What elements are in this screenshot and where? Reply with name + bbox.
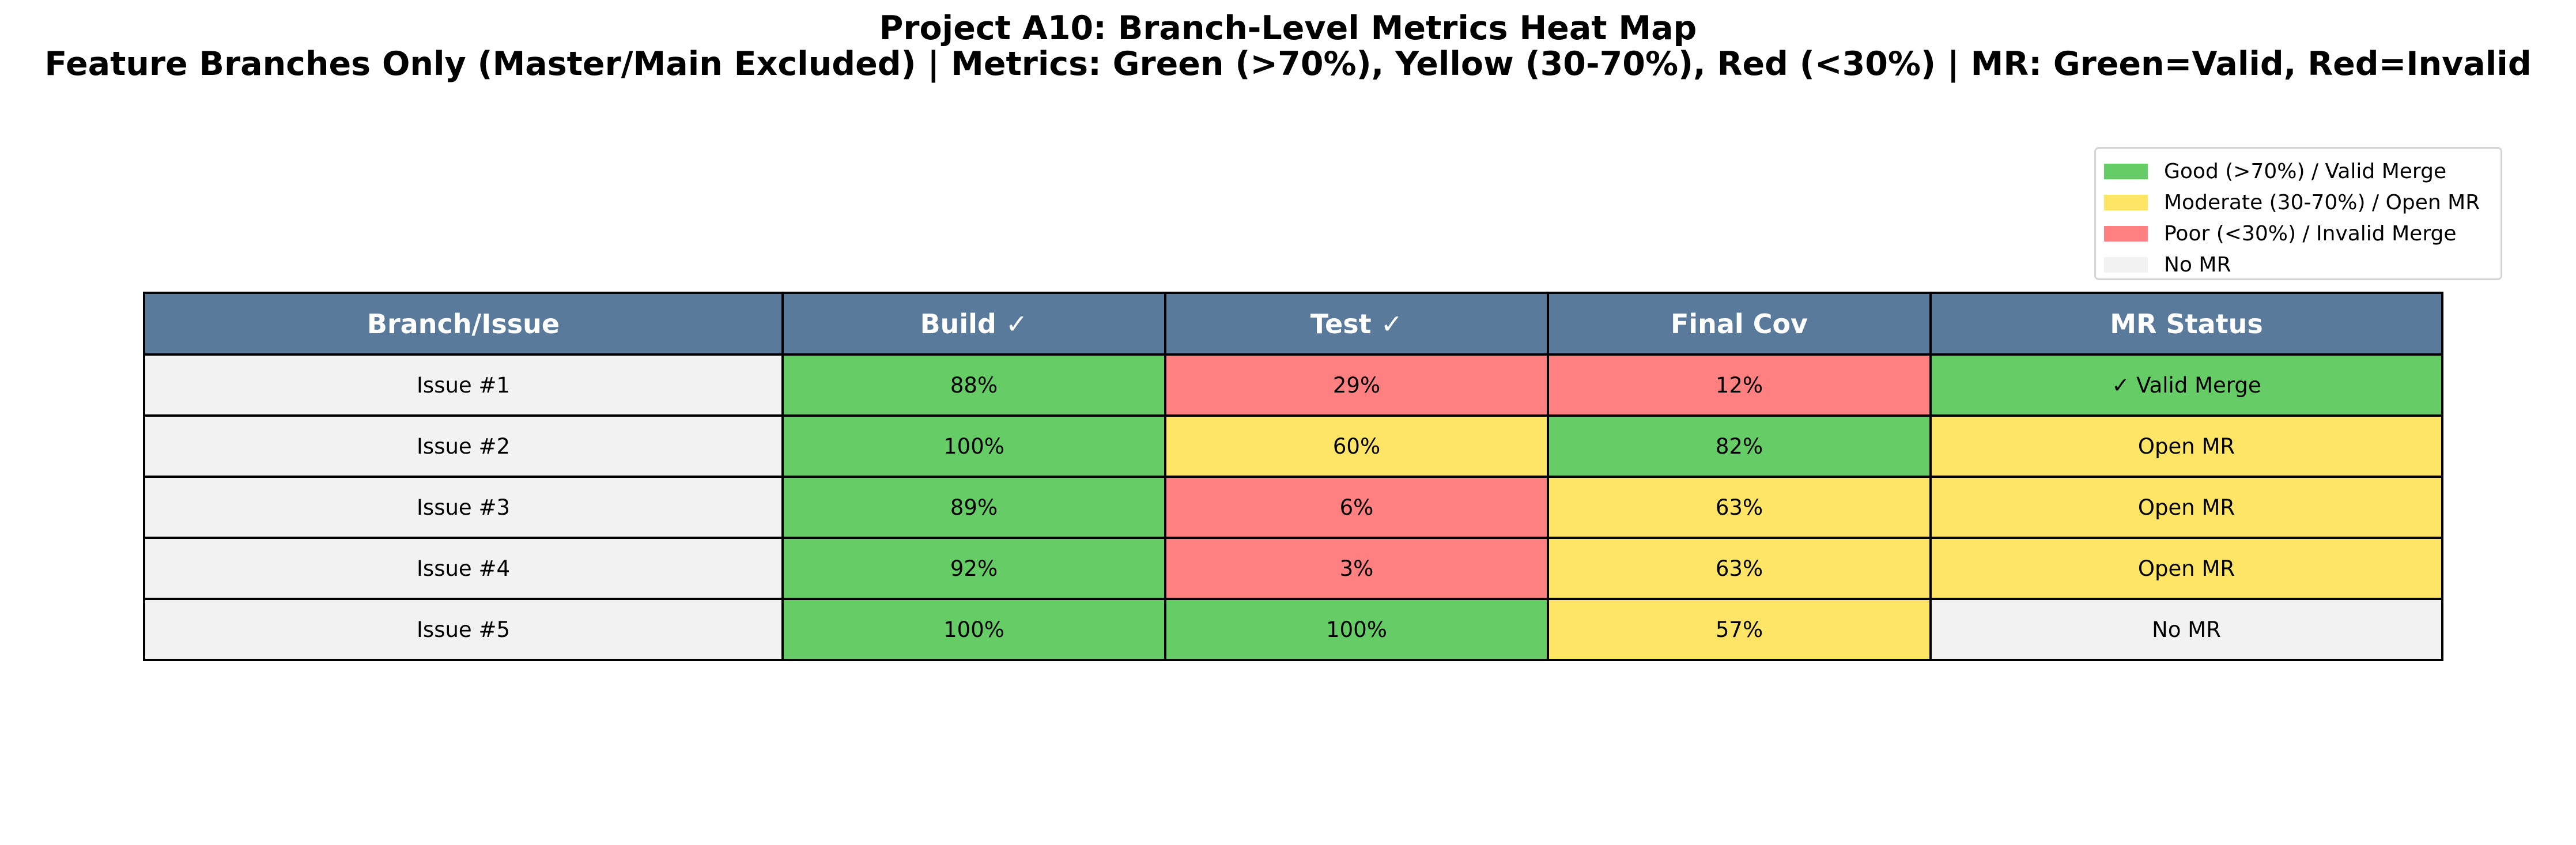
table-row: Issue #5 100% 100% 57% No MR	[143, 598, 2443, 661]
legend-swatch	[2104, 194, 2148, 210]
mr-status-cell: ✓ Valid Merge	[1929, 353, 2443, 417]
build-cell: 92%	[781, 537, 1166, 600]
branch-cell: Issue #1	[143, 353, 784, 417]
legend-item: No MR	[2104, 249, 2501, 280]
build-cell: 100%	[781, 598, 1166, 661]
column-header: MR Status	[1929, 292, 2443, 356]
chart-title: Project A10: Branch-Level Metrics Heat M…	[879, 9, 1697, 47]
column-header: Final Cov	[1547, 292, 1932, 356]
header-row: Branch/Issue Build ✓ Test ✓ Final Cov MR Sta…	[143, 292, 2443, 356]
build-cell: 89%	[781, 476, 1166, 539]
build-cell: 100%	[781, 414, 1166, 478]
branch-cell: Issue #3	[143, 476, 784, 539]
test-cell: 100%	[1164, 598, 1549, 661]
branch-cell: Issue #5	[143, 598, 784, 661]
final-cov-cell: 57%	[1547, 598, 1932, 661]
table-row: Issue #4 92% 3% 63% Open MR	[143, 537, 2443, 600]
chart-subtitle: Feature Branches Only (Master/Main Exclu…	[44, 45, 2532, 83]
test-cell: 29%	[1164, 353, 1549, 417]
legend-swatch	[2104, 225, 2148, 242]
mr-status-cell: No MR	[1929, 598, 2443, 661]
legend-item: Moderate (30-70%) / Open MR	[2104, 187, 2501, 218]
mr-status-cell: Open MR	[1929, 537, 2443, 600]
mr-status-cell: Open MR	[1929, 476, 2443, 539]
legend-label: Good (>70%) / Valid Merge	[2164, 159, 2447, 183]
test-cell: 60%	[1164, 414, 1549, 478]
column-header: Test ✓	[1164, 292, 1549, 356]
table-row: Issue #1 88% 29% 12% ✓ Valid Merge	[143, 353, 2443, 417]
column-header: Branch/Issue	[143, 292, 784, 356]
legend-item: Good (>70%) / Valid Merge	[2104, 156, 2501, 187]
chart-title-block: Project A10: Branch-Level Metrics Heat M…	[0, 10, 2576, 82]
legend-swatch	[2104, 256, 2148, 273]
table-row: Issue #3 89% 6% 63% Open MR	[143, 476, 2443, 539]
test-cell: 6%	[1164, 476, 1549, 539]
final-cov-cell: 63%	[1547, 476, 1932, 539]
heatmap-table: Branch/Issue Build ✓ Test ✓ Final Cov MR Sta…	[143, 292, 2443, 661]
final-cov-cell: 82%	[1547, 414, 1932, 478]
legend-label: Moderate (30-70%) / Open MR	[2164, 190, 2480, 214]
column-header: Build ✓	[781, 292, 1166, 356]
legend: Good (>70%) / Valid Merge Moderate (30-70…	[2094, 147, 2502, 280]
final-cov-cell: 63%	[1547, 537, 1932, 600]
legend-item: Poor (<30%) / Invalid Merge	[2104, 218, 2501, 249]
final-cov-cell: 12%	[1547, 353, 1932, 417]
mr-status-cell: Open MR	[1929, 414, 2443, 478]
branch-cell: Issue #2	[143, 414, 784, 478]
test-cell: 3%	[1164, 537, 1549, 600]
build-cell: 88%	[781, 353, 1166, 417]
legend-swatch	[2104, 163, 2148, 179]
legend-label: No MR	[2164, 252, 2231, 277]
legend-label: Poor (<30%) / Invalid Merge	[2164, 221, 2457, 246]
table-row: Issue #2 100% 60% 82% Open MR	[143, 414, 2443, 478]
branch-cell: Issue #4	[143, 537, 784, 600]
